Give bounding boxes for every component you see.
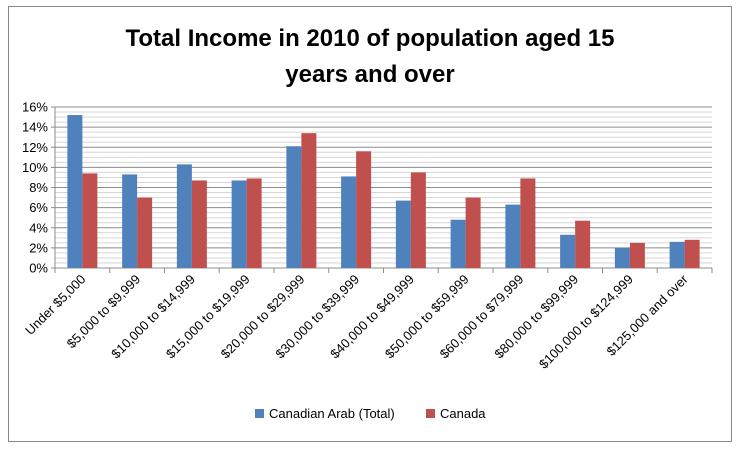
y-tick-label: 10% xyxy=(22,160,48,175)
y-tick-label: 14% xyxy=(22,120,48,135)
bar-canada xyxy=(629,242,645,268)
bar-canadian-arab xyxy=(505,204,521,268)
y-tick-label: 12% xyxy=(22,140,48,155)
y-tick-label: 8% xyxy=(29,180,48,195)
bar-canadian-arab xyxy=(450,219,466,268)
chart-title-line: years and over xyxy=(285,61,454,88)
bar-canadian-arab xyxy=(614,247,630,268)
bar-canada xyxy=(465,197,481,268)
bar-canadian-arab xyxy=(341,176,357,268)
legend-swatch xyxy=(426,409,435,418)
legend-label: Canadian Arab (Total) xyxy=(269,406,395,421)
bar-canada xyxy=(82,173,98,268)
bar-canada xyxy=(575,220,591,268)
bar-canada xyxy=(246,178,262,268)
bar-canada xyxy=(356,151,372,268)
bar-canadian-arab xyxy=(669,241,685,268)
bar-canada xyxy=(137,197,153,268)
chart-title-line: Total Income in 2010 of population aged … xyxy=(126,25,615,52)
bar-canadian-arab xyxy=(67,115,83,268)
bar-canadian-arab xyxy=(122,174,138,268)
bar-canada xyxy=(301,133,317,268)
x-category-label: $100,000 to $124,999 xyxy=(536,272,636,372)
bar-canadian-arab xyxy=(176,164,192,268)
y-tick-label: 2% xyxy=(29,240,48,255)
bar-canadian-arab xyxy=(395,200,411,268)
legend-swatch xyxy=(255,409,264,418)
bar-canadian-arab xyxy=(231,180,247,268)
y-tick-label: 0% xyxy=(29,261,48,276)
bar-canadian-arab xyxy=(286,146,302,268)
bar-canada xyxy=(410,172,426,268)
bar-canada xyxy=(520,178,536,268)
y-tick-label: 4% xyxy=(29,220,48,235)
bar-canadian-arab xyxy=(560,234,576,268)
y-tick-label: 16% xyxy=(22,100,48,115)
bar-canada xyxy=(191,180,207,268)
legend-label: Canada xyxy=(440,406,486,421)
y-tick-label: 6% xyxy=(29,200,48,215)
bar-canada xyxy=(684,239,700,268)
